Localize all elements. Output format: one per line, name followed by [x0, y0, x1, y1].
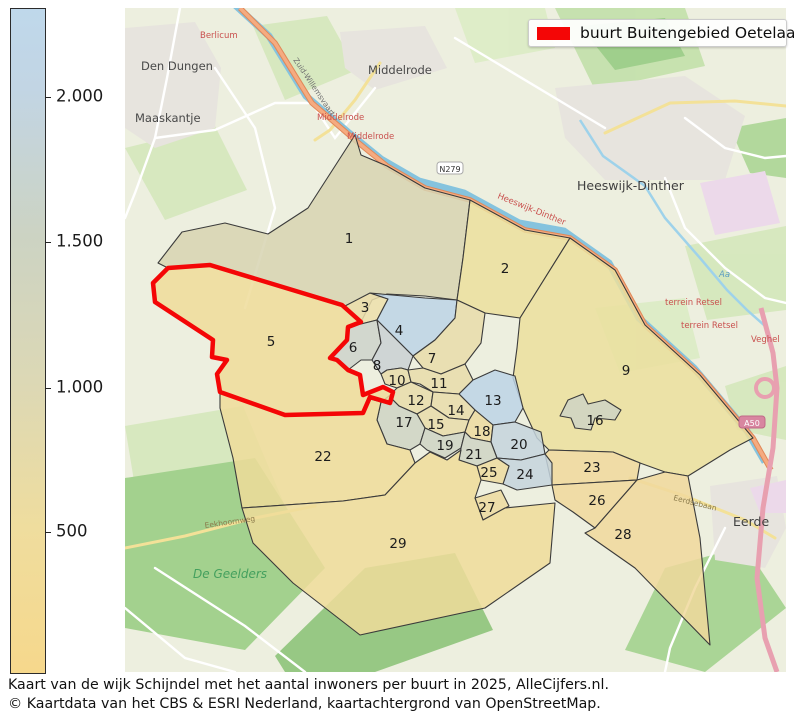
map-label: Heeswijk-Dinther — [577, 178, 685, 193]
map-label: Aa — [718, 270, 730, 280]
map-label: De Geelders — [193, 567, 267, 581]
region-number-7: 7 — [428, 351, 437, 367]
map-legend: buurt Buitengebied Oetelaar — [528, 19, 794, 47]
region-number-29: 29 — [389, 536, 406, 552]
region-number-4: 4 — [395, 323, 404, 339]
region-number-27: 27 — [478, 500, 495, 516]
svg-text:A50: A50 — [744, 419, 760, 428]
caption: Kaart van de wijk Schijndel met het aant… — [8, 676, 788, 713]
river-aa — [578, 119, 766, 327]
legend-label: buurt Buitengebied Oetelaar — [580, 24, 794, 42]
map-label: terrein Retsel — [665, 298, 722, 308]
region-number-18: 18 — [473, 424, 490, 440]
colorbar-tick — [45, 387, 51, 390]
map-label: Eerde — [733, 514, 769, 529]
legend-swatch-red — [537, 26, 570, 40]
region-number-5: 5 — [267, 334, 276, 350]
region-number-9: 9 — [622, 363, 631, 379]
region-number-6: 6 — [349, 340, 358, 356]
route-ref-N279: N279 — [436, 161, 464, 175]
caption-line1: Kaart van de wijk Schijndel met het aant… — [8, 677, 609, 693]
route-ref-A50: A50 — [738, 415, 766, 429]
map-label: terrein Retsel — [681, 321, 738, 331]
region-number-19: 19 — [436, 438, 453, 454]
region-shape-29 — [241, 449, 556, 636]
region-number-20: 20 — [510, 437, 527, 453]
region-number-8: 8 — [373, 358, 382, 374]
region-number-23: 23 — [583, 460, 600, 476]
colorbar-tick-label: 500 — [56, 521, 88, 541]
region-number-14: 14 — [447, 403, 464, 419]
colorbar-tick — [45, 96, 51, 99]
colorbar-tick-label: 2.000 — [56, 86, 104, 106]
region-number-12: 12 — [407, 393, 424, 409]
map-label: Maaskantje — [135, 111, 201, 125]
region-number-11: 11 — [430, 376, 447, 392]
region-number-15: 15 — [427, 417, 444, 433]
population-colorbar — [10, 8, 46, 674]
region-number-26: 26 — [588, 493, 605, 509]
map-label: Den Dungen — [141, 59, 213, 73]
region-number-24: 24 — [516, 467, 533, 483]
background-towns — [125, 22, 786, 568]
region-number-1: 1 — [345, 231, 354, 247]
region-number-22: 22 — [314, 449, 331, 465]
map-label: Veghel — [751, 335, 780, 345]
region-shape-16 — [559, 393, 622, 431]
schijndel-map: Den Dungen Maaskantje Middelrode Heeswijk-D… — [125, 8, 786, 672]
map-label: Berlicum — [200, 31, 238, 41]
region-number-10: 10 — [388, 373, 405, 389]
regions-layer — [150, 134, 754, 646]
region-number-28: 28 — [614, 527, 631, 543]
map-canvas: Den Dungen Maaskantje Middelrode Heeswijk-D… — [125, 8, 786, 672]
region-number-16: 16 — [586, 413, 603, 429]
region-number-21: 21 — [465, 447, 482, 463]
svg-text:N279: N279 — [439, 165, 460, 174]
region-shape-19 — [419, 427, 466, 459]
region-number-3: 3 — [361, 300, 370, 316]
region-number-13: 13 — [484, 393, 501, 409]
road-a50 — [754, 307, 780, 672]
region-number-25: 25 — [480, 465, 497, 481]
region-shape-highlighted-5 — [150, 262, 396, 418]
colorbar-tick — [45, 241, 51, 244]
region-number-17: 17 — [395, 415, 412, 431]
region-shape-28 — [584, 471, 711, 646]
caption-line2: © Kaartdata van het CBS & ESRI Nederland… — [8, 695, 601, 712]
colorbar-tick — [45, 531, 51, 534]
colorbar-tick-label: 1.000 — [56, 377, 104, 397]
map-label: Middelrode — [347, 132, 394, 142]
colorbar-tick-label: 1.500 — [56, 231, 104, 251]
map-label: Middelrode — [368, 63, 432, 77]
region-number-2: 2 — [501, 261, 510, 277]
map-label: Middelrode — [317, 113, 364, 123]
